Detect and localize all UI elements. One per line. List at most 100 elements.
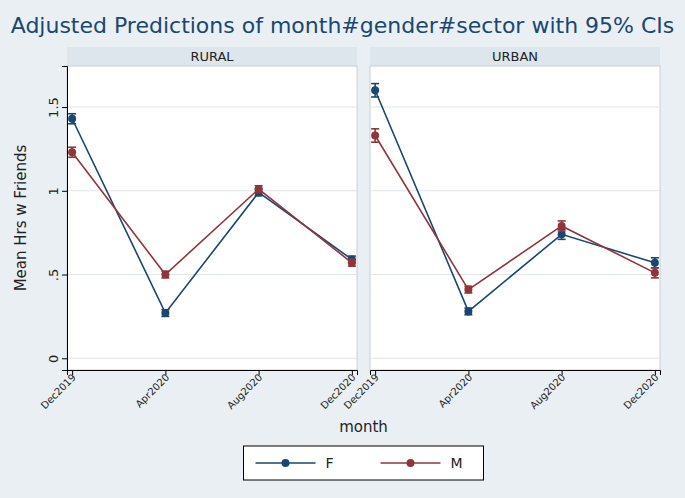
legend-item: M — [381, 455, 463, 471]
x-axis-title: month — [339, 418, 388, 436]
legend-label: M — [451, 455, 463, 471]
legend-marker — [282, 459, 290, 467]
error-bar-cap — [651, 267, 659, 269]
error-bar — [464, 308, 472, 315]
x-tick-label: Aug2020 — [528, 372, 568, 412]
x-tick: Apr2020 — [133, 370, 171, 410]
point — [68, 148, 76, 156]
y-axis-line — [62, 67, 68, 371]
error-bar — [558, 229, 566, 239]
error-bar-cap — [558, 239, 566, 241]
panel: RURAL0.511.5Dec2019Apr2020Aug2020Dec2020 — [39, 47, 358, 411]
x-tick-label: Aug2020 — [225, 372, 265, 412]
error-bar-cap — [371, 128, 379, 130]
point — [161, 309, 169, 317]
x-tick-label: Apr2020 — [133, 372, 171, 410]
y-tick-label: 0 — [46, 355, 61, 363]
grid-line — [370, 107, 660, 108]
series-line — [72, 152, 352, 274]
y-tick: .5 — [46, 269, 67, 281]
error-bar-cap — [68, 113, 76, 115]
x-axis-line — [68, 371, 358, 376]
x-axis-line — [371, 371, 661, 376]
error-bar — [558, 221, 566, 231]
y-tick-label: 1.5 — [46, 97, 61, 118]
grid-line — [370, 274, 660, 275]
point — [651, 269, 659, 277]
y-tick-label: 1 — [46, 187, 61, 195]
x-tick: Aug2020 — [528, 370, 568, 411]
point — [348, 259, 356, 267]
point — [558, 230, 566, 238]
panel: URBAN Dec2019 Apr2020 Aug2020 Dec2020 — [342, 47, 661, 411]
grid-line — [67, 274, 357, 275]
y-tick: 0 — [46, 355, 67, 363]
error-bar-cap — [558, 220, 566, 222]
grid-line — [370, 190, 660, 191]
error-bar-cap — [558, 230, 566, 232]
error-bar-cap — [651, 267, 659, 269]
error-bar-cap — [371, 141, 379, 143]
error-bar-cap — [68, 146, 76, 148]
series-line — [375, 136, 655, 290]
x-tick-label: Dec2019 — [39, 372, 78, 411]
error-bar — [161, 271, 169, 278]
error-bar — [161, 310, 169, 317]
legend-marker — [407, 459, 415, 467]
y-tick-mark — [62, 191, 67, 192]
panel-strip — [67, 47, 357, 66]
x-tick-label: Dec2020 — [621, 372, 660, 411]
series-line — [72, 119, 352, 313]
x-tick: Aug2020 — [225, 370, 265, 411]
error-bar — [68, 114, 76, 124]
plot-area — [370, 66, 660, 370]
y-axis-title: Mean Hrs w Friends — [12, 144, 30, 291]
marks — [68, 114, 356, 317]
panel-title: URBAN — [492, 49, 538, 64]
series-line — [375, 90, 655, 311]
error-bar-cap — [68, 123, 76, 125]
y-tick-mark — [62, 275, 67, 276]
x-tick: Dec2019 — [342, 370, 381, 411]
error-bar-cap — [651, 257, 659, 259]
panel-strip — [370, 47, 660, 66]
y-tick: 1.5 — [46, 97, 67, 118]
legend-label: F — [326, 455, 334, 471]
error-bar-cap — [68, 156, 76, 158]
chart: Adjusted Predictions of month#gender#sec… — [0, 0, 685, 498]
point — [161, 271, 169, 279]
marks — [371, 84, 659, 316]
legend-item: F — [256, 455, 334, 471]
error-bar — [68, 147, 76, 157]
point — [255, 185, 263, 193]
y-tick-label: .5 — [46, 269, 61, 281]
x-tick: Apr2020 — [436, 370, 474, 410]
y-tick: 1 — [46, 187, 67, 195]
grid-line — [67, 358, 357, 359]
grid-line — [67, 190, 357, 191]
x-tick-label: Apr2020 — [436, 372, 474, 410]
legend: FM — [244, 446, 484, 480]
error-bar — [651, 268, 659, 278]
error-bar — [348, 259, 356, 266]
point — [371, 132, 379, 140]
error-bar — [651, 258, 659, 268]
error-bar — [464, 286, 472, 293]
plot-area — [67, 66, 357, 370]
point — [464, 286, 472, 294]
point — [68, 115, 76, 123]
title: Adjusted Predictions of month#gender#sec… — [11, 13, 675, 38]
grid-line — [67, 107, 357, 108]
point — [651, 259, 659, 267]
x-tick-label: Dec2019 — [342, 372, 381, 411]
error-bar — [255, 186, 263, 193]
y-tick-mark — [62, 358, 67, 359]
x-tick: Dec2020 — [621, 370, 660, 411]
error-bar-cap — [371, 83, 379, 85]
panel-title: RURAL — [190, 49, 234, 64]
point — [371, 86, 379, 94]
point — [558, 222, 566, 230]
error-bar-cap — [371, 96, 379, 98]
error-bar — [371, 129, 379, 142]
legend-box — [244, 446, 484, 480]
